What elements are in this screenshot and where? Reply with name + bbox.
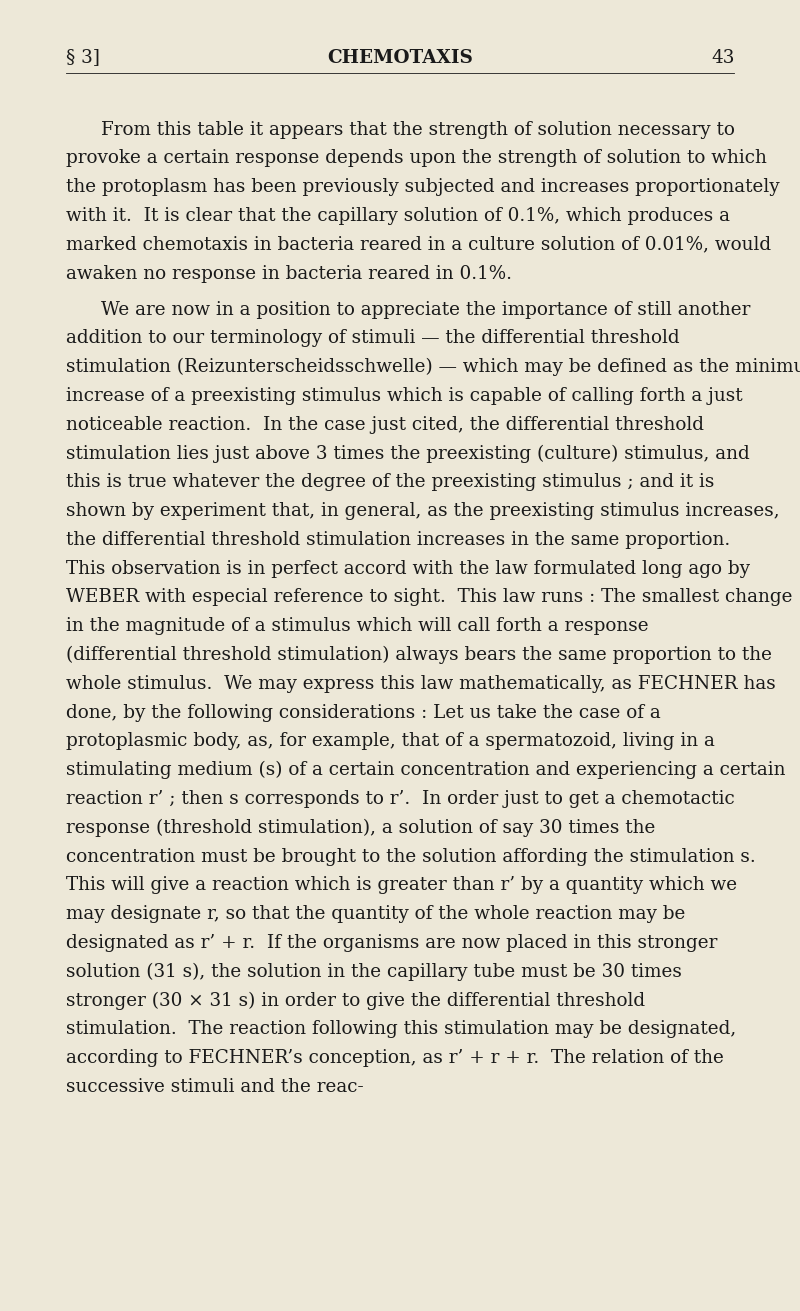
Text: noticeable reaction.  In the case just cited, the differential threshold: noticeable reaction. In the case just ci…: [66, 416, 704, 434]
Text: CHEMOTAXIS: CHEMOTAXIS: [327, 49, 473, 67]
Text: awaken no response in bacteria reared in 0.1%.: awaken no response in bacteria reared in…: [66, 265, 512, 283]
Text: successive stimuli and the reac-: successive stimuli and the reac-: [66, 1078, 363, 1096]
Text: stimulation (Reizunterscheidsschwelle) — which may be defined as the minimum: stimulation (Reizunterscheidsschwelle) —…: [66, 358, 800, 376]
Text: § 3]: § 3]: [66, 49, 100, 67]
Text: stimulation lies just above 3 times the preexisting (culture) stimulus, and: stimulation lies just above 3 times the …: [66, 444, 750, 463]
Text: protoplasmic body, as, for example, that of a spermatozoid, living in a: protoplasmic body, as, for example, that…: [66, 733, 714, 750]
Text: stronger (30 × 31 s) in order to give the differential threshold: stronger (30 × 31 s) in order to give th…: [66, 991, 645, 1009]
Text: This will give a reaction which is greater than r’ by a quantity which we: This will give a reaction which is great…: [66, 876, 737, 894]
Text: in the magnitude of a stimulus which will call forth a response: in the magnitude of a stimulus which wil…: [66, 617, 648, 636]
Text: addition to our terminology of stimuli — the differential threshold: addition to our terminology of stimuli —…: [66, 329, 679, 347]
Text: WEBER with especial reference to sight.  This law runs : The smallest change: WEBER with especial reference to sight. …: [66, 589, 792, 607]
Text: (differential threshold stimulation) always bears the same proportion to the: (differential threshold stimulation) alw…: [66, 646, 771, 665]
Text: whole stimulus.  We may express this law mathematically, as FECHNER has: whole stimulus. We may express this law …: [66, 675, 775, 692]
Text: designated as r’ + r.  If the organisms are now placed in this stronger: designated as r’ + r. If the organisms a…: [66, 933, 717, 952]
Text: concentration must be brought to the solution affording the stimulation s.: concentration must be brought to the sol…: [66, 847, 762, 865]
Text: this is true whatever the degree of the preexisting stimulus ; and it is: this is true whatever the degree of the …: [66, 473, 714, 492]
Text: increase of a preexisting stimulus which is capable of calling forth a just: increase of a preexisting stimulus which…: [66, 387, 742, 405]
Text: shown by experiment that, in general, as the preexisting stimulus increases,: shown by experiment that, in general, as…: [66, 502, 779, 520]
Text: with it.  It is clear that the capillary solution of 0.1%, which produces a: with it. It is clear that the capillary …: [66, 207, 730, 225]
Text: response (threshold stimulation), a solution of say 30 times the: response (threshold stimulation), a solu…: [66, 819, 655, 836]
Text: We are now in a position to appreciate the importance of still another: We are now in a position to appreciate t…: [101, 300, 750, 319]
Text: according to FECHNER’s conception, as r’ + r + r.  The relation of the: according to FECHNER’s conception, as r’…: [66, 1049, 723, 1067]
Text: stimulation.  The reaction following this stimulation may be designated,: stimulation. The reaction following this…: [66, 1020, 736, 1038]
Text: provoke a certain response depends upon the strength of solution to which: provoke a certain response depends upon …: [66, 149, 766, 168]
Text: 43: 43: [711, 49, 734, 67]
Text: stimulating medium (s) of a certain concentration and experiencing a certain: stimulating medium (s) of a certain conc…: [66, 762, 785, 780]
Text: From this table it appears that the strength of solution necessary to: From this table it appears that the stre…: [101, 121, 734, 139]
Text: the differential threshold stimulation increases in the same proportion.: the differential threshold stimulation i…: [66, 531, 736, 549]
Text: solution (31 s), the solution in the capillary tube must be 30 times: solution (31 s), the solution in the cap…: [66, 962, 682, 981]
Text: This observation is in perfect accord with the law formulated long ago by: This observation is in perfect accord wi…: [66, 560, 750, 578]
Text: marked chemotaxis in bacteria reared in a culture solution of 0.01%, would: marked chemotaxis in bacteria reared in …: [66, 236, 770, 254]
Text: done, by the following considerations : Let us take the case of a: done, by the following considerations : …: [66, 704, 660, 721]
Text: reaction r’ ; then s corresponds to r’.  In order just to get a chemotactic: reaction r’ ; then s corresponds to r’. …: [66, 791, 734, 808]
Text: the protoplasm has been previously subjected and increases proportionately: the protoplasm has been previously subje…: [66, 178, 779, 197]
Text: may designate r, so that the quantity of the whole reaction may be: may designate r, so that the quantity of…: [66, 905, 685, 923]
